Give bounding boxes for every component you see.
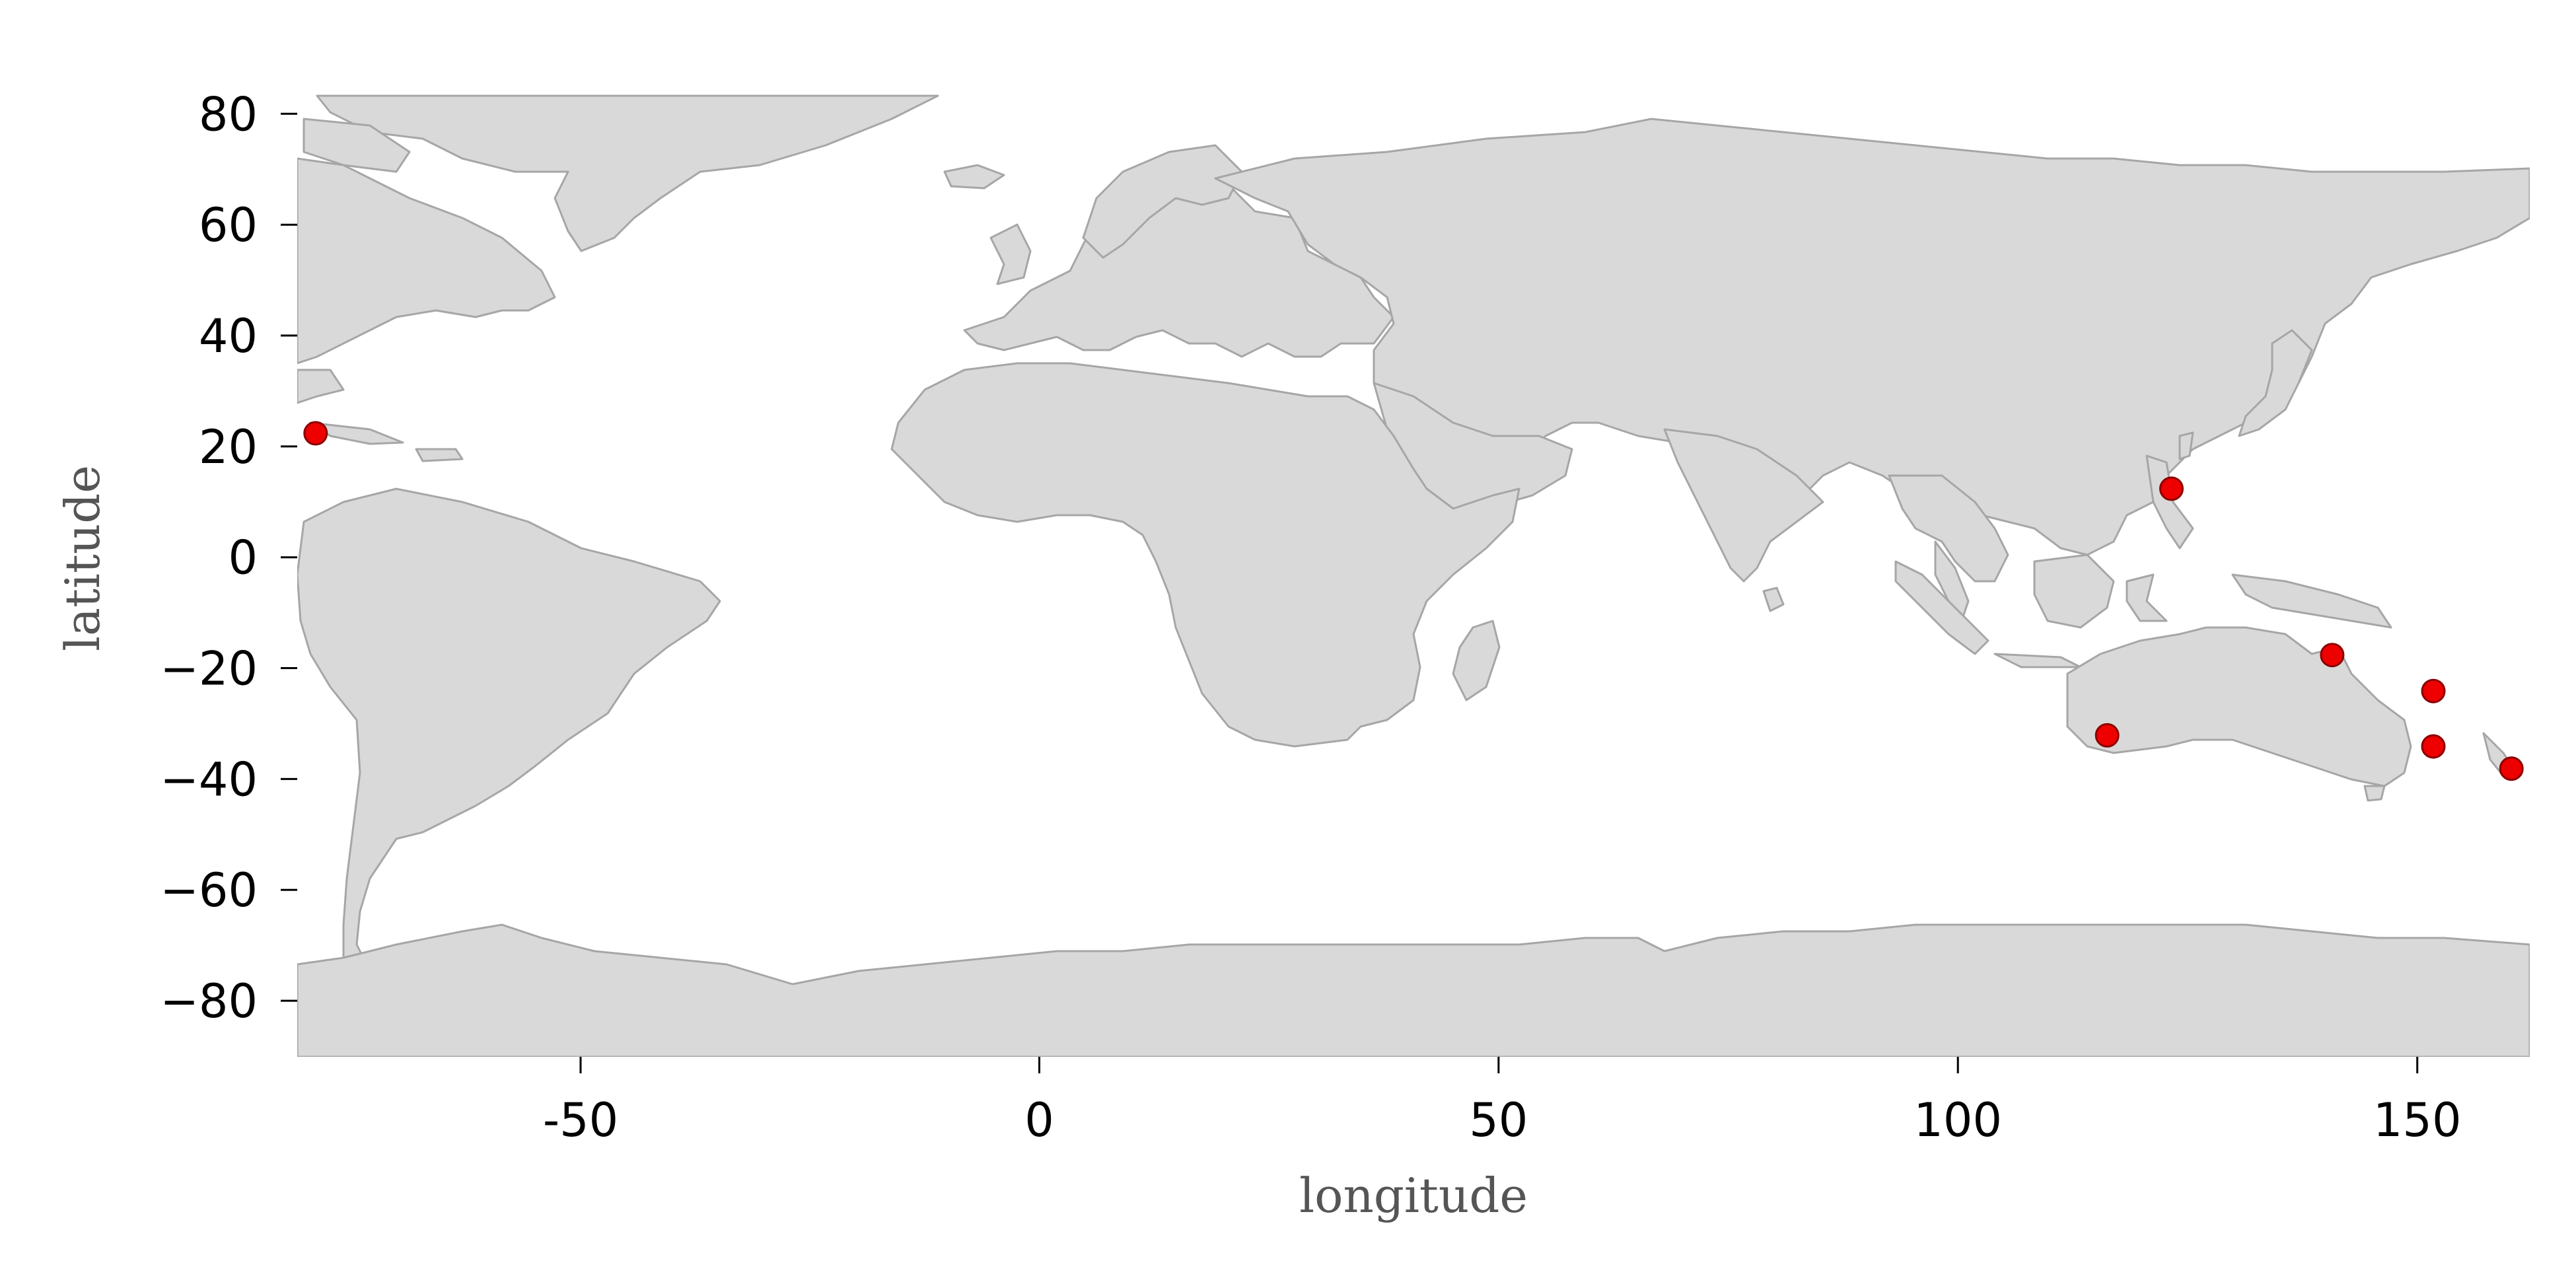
y-tick-label: −40 (160, 752, 258, 806)
y-tick-label: −60 (160, 863, 258, 917)
taiwan (2178, 431, 2194, 460)
north-america-south (297, 369, 345, 404)
iceland (943, 164, 1005, 190)
madagascar (1452, 620, 1501, 701)
data-point (303, 421, 328, 446)
x-tick-label: 150 (2373, 1093, 2462, 1147)
data-points-layer (303, 421, 2524, 781)
x-tick-label: 0 (1024, 1093, 1054, 1147)
y-tick-label: 60 (199, 198, 258, 252)
borneo (2033, 554, 2115, 629)
x-tick-label: 50 (1469, 1093, 1528, 1147)
data-point (2421, 734, 2446, 759)
data-point (2094, 723, 2120, 748)
sumatra (1894, 560, 1989, 655)
new-guinea (2231, 573, 2392, 629)
y-tick-label: 80 (199, 87, 258, 141)
baffin-island (303, 118, 411, 173)
sri-lanka (1762, 587, 1785, 612)
y-tick-label: −20 (160, 642, 258, 696)
africa-landmass (890, 362, 1521, 748)
world-basemap (297, 94, 2530, 1057)
y-tick-label: 20 (199, 420, 258, 474)
data-point (2320, 643, 2345, 668)
north-america-landmass (297, 157, 556, 365)
data-point (2421, 678, 2446, 703)
hispaniola (415, 448, 464, 462)
x-tick-label: -50 (543, 1093, 618, 1147)
y-tick-label: 0 (228, 531, 258, 585)
x-axis-label: longitude (1299, 1168, 1528, 1223)
java (1993, 653, 2082, 668)
data-point (2159, 476, 2184, 501)
india-subcontinent (1663, 428, 1824, 583)
japan (2238, 329, 2313, 437)
tasmania (2363, 785, 2386, 802)
y-tick-label: −80 (160, 974, 258, 1028)
scandinavia (1082, 144, 1243, 259)
australia-landmass (2066, 626, 2412, 787)
y-axis-label: latitude (55, 465, 110, 651)
indochina (1888, 474, 2009, 583)
antarctica-landmass (297, 923, 2530, 1057)
philippines (2145, 454, 2194, 550)
data-point (2499, 756, 2524, 781)
south-america-landmass (297, 487, 721, 1002)
y-tick-label: 40 (199, 309, 258, 363)
y-axis: 80 60 40 20 0 −20 −40 −60 −80 (160, 87, 297, 1028)
x-axis: -50 0 50 100 150 (543, 1057, 2462, 1147)
sulawesi (2126, 573, 2168, 622)
x-tick-label: 100 (1914, 1093, 2002, 1147)
great-britain (989, 223, 1032, 285)
greenland-landmass (316, 94, 939, 252)
